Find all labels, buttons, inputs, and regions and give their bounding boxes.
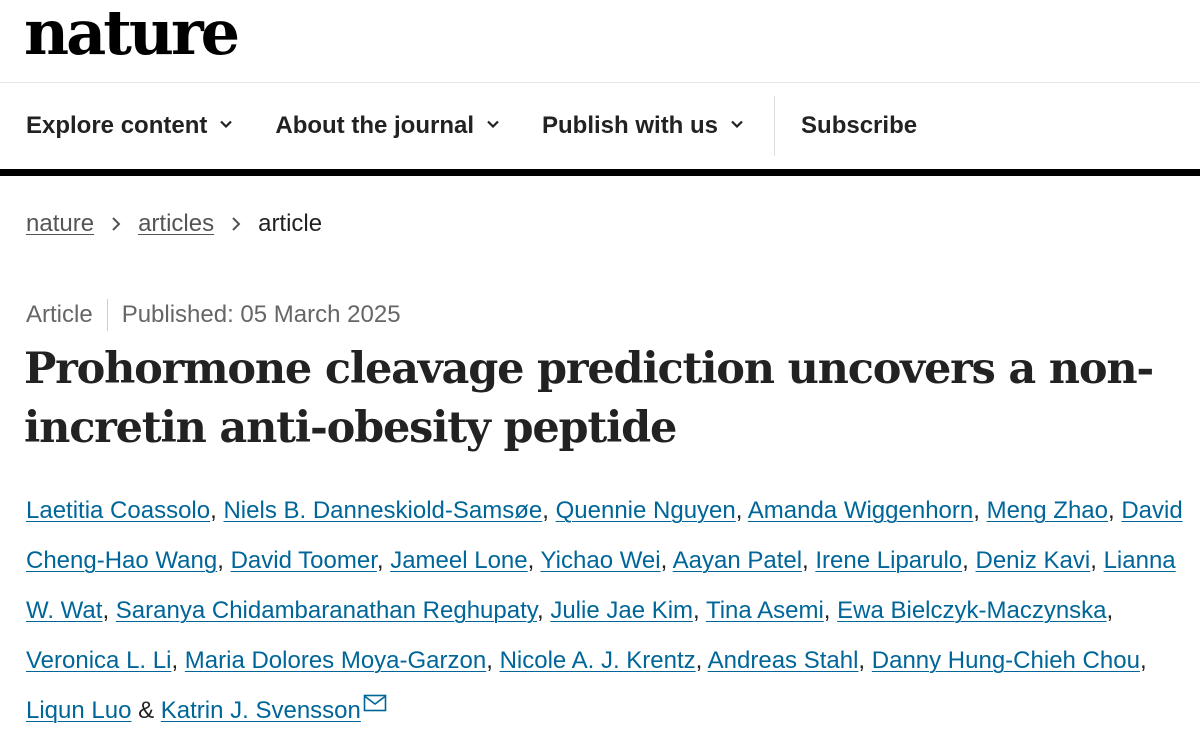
author-separator: , bbox=[802, 547, 816, 574]
breadcrumb-articles[interactable]: articles bbox=[138, 210, 215, 237]
nature-logo[interactable]: nature bbox=[24, 0, 240, 69]
chevron-down-icon bbox=[220, 120, 233, 129]
author-link[interactable]: David Cheng-Hao Wang bbox=[26, 497, 1183, 574]
author-separator: , bbox=[171, 647, 185, 674]
site-header: nature Explore content About the journal… bbox=[0, 0, 1200, 176]
chevron-right-icon bbox=[232, 217, 241, 231]
author-separator: , bbox=[1090, 547, 1104, 574]
author-link[interactable]: Katrin J. Svensson bbox=[160, 697, 361, 724]
author-link[interactable]: Nicole A. J. Krentz bbox=[499, 647, 696, 674]
article-title: Prohormone cleavage prediction uncovers … bbox=[24, 344, 1154, 453]
author-link[interactable]: Deniz Kavi bbox=[975, 547, 1091, 574]
main-nav: Explore content About the journal Publis… bbox=[0, 83, 1200, 176]
author-link[interactable]: Saranya Chidambaranathan Reghupaty bbox=[115, 597, 537, 624]
nav-about-journal[interactable]: About the journal bbox=[275, 112, 500, 140]
author-separator: , bbox=[735, 497, 748, 524]
author-separator: , bbox=[217, 547, 231, 574]
author-link[interactable]: Ewa Bielczyk-Maczynska bbox=[837, 597, 1107, 624]
author-separator: & bbox=[131, 697, 161, 724]
author-link[interactable]: Jameel Lone bbox=[390, 547, 528, 574]
chevron-down-icon bbox=[731, 120, 743, 129]
author-separator: , bbox=[973, 497, 987, 524]
nav-divider bbox=[774, 96, 776, 156]
author-separator: , bbox=[962, 547, 976, 574]
breadcrumb: nature articles article bbox=[26, 210, 322, 238]
author-link[interactable]: Lianna W. Wat bbox=[26, 547, 1176, 624]
breadcrumb-current: article bbox=[258, 210, 323, 237]
author-separator: , bbox=[210, 497, 224, 524]
logo-bar: nature bbox=[0, 0, 1200, 83]
author-link[interactable]: Veronica L. Li bbox=[26, 647, 172, 674]
author-list: Laetitia Coassolo, Niels B. Danneskiold-… bbox=[26, 486, 1186, 736]
chevron-down-icon bbox=[487, 120, 499, 129]
nav-label: About the journal bbox=[275, 112, 475, 139]
author-link[interactable]: Tina Asemi bbox=[705, 597, 824, 624]
author-separator: , bbox=[695, 647, 708, 674]
author-separator: , bbox=[486, 647, 500, 674]
author-separator: , bbox=[823, 597, 838, 624]
author-link[interactable]: Quennie Nguyen bbox=[555, 497, 736, 524]
nav-publish-with-us[interactable]: Publish with us bbox=[542, 112, 744, 140]
author-link[interactable]: Irene Liparulo bbox=[815, 547, 963, 574]
article-meta: Article Published: 05 March 2025 bbox=[26, 299, 401, 331]
author-link[interactable]: Maria Dolores Moya-Garzon bbox=[184, 647, 487, 674]
author-separator: , bbox=[1107, 497, 1122, 524]
author-separator: , bbox=[527, 547, 541, 574]
subscribe-link[interactable]: Subscribe bbox=[801, 112, 918, 139]
nav-label: Explore content bbox=[26, 112, 208, 139]
author-separator: , bbox=[542, 497, 556, 524]
chevron-right-icon bbox=[112, 217, 121, 231]
mail-icon[interactable] bbox=[363, 694, 387, 712]
author-link[interactable]: Yichao Wei bbox=[540, 547, 661, 574]
author-separator: , bbox=[660, 547, 673, 574]
author-separator: , bbox=[102, 597, 116, 624]
author-separator: , bbox=[1106, 597, 1114, 624]
author-link[interactable]: Niels B. Danneskiold-Samsøe bbox=[223, 497, 543, 524]
breadcrumb-nature[interactable]: nature bbox=[26, 210, 95, 237]
author-link[interactable]: Julie Jae Kim bbox=[550, 597, 694, 624]
nav-explore-content[interactable]: Explore content bbox=[26, 112, 233, 140]
author-link[interactable]: Liqun Luo bbox=[26, 697, 132, 724]
author-separator: , bbox=[1139, 647, 1147, 674]
published-date: Published: 05 March 2025 bbox=[121, 301, 401, 328]
author-separator: , bbox=[858, 647, 872, 674]
nav-label: Publish with us bbox=[542, 112, 719, 139]
author-link[interactable]: Aayan Patel bbox=[672, 547, 803, 574]
author-separator: , bbox=[376, 547, 391, 574]
author-separator: , bbox=[693, 597, 706, 624]
author-link[interactable]: Laetitia Coassolo bbox=[26, 497, 211, 524]
author-link[interactable]: Amanda Wiggenhorn bbox=[747, 497, 974, 524]
author-link[interactable]: Andreas Stahl bbox=[707, 647, 859, 674]
author-link[interactable]: Danny Hung-Chieh Chou bbox=[871, 647, 1140, 674]
article-type: Article bbox=[26, 301, 93, 328]
author-separator: , bbox=[536, 597, 551, 624]
meta-divider bbox=[106, 299, 108, 331]
author-link[interactable]: David Toomer bbox=[230, 547, 377, 574]
author-link[interactable]: Meng Zhao bbox=[986, 497, 1108, 524]
